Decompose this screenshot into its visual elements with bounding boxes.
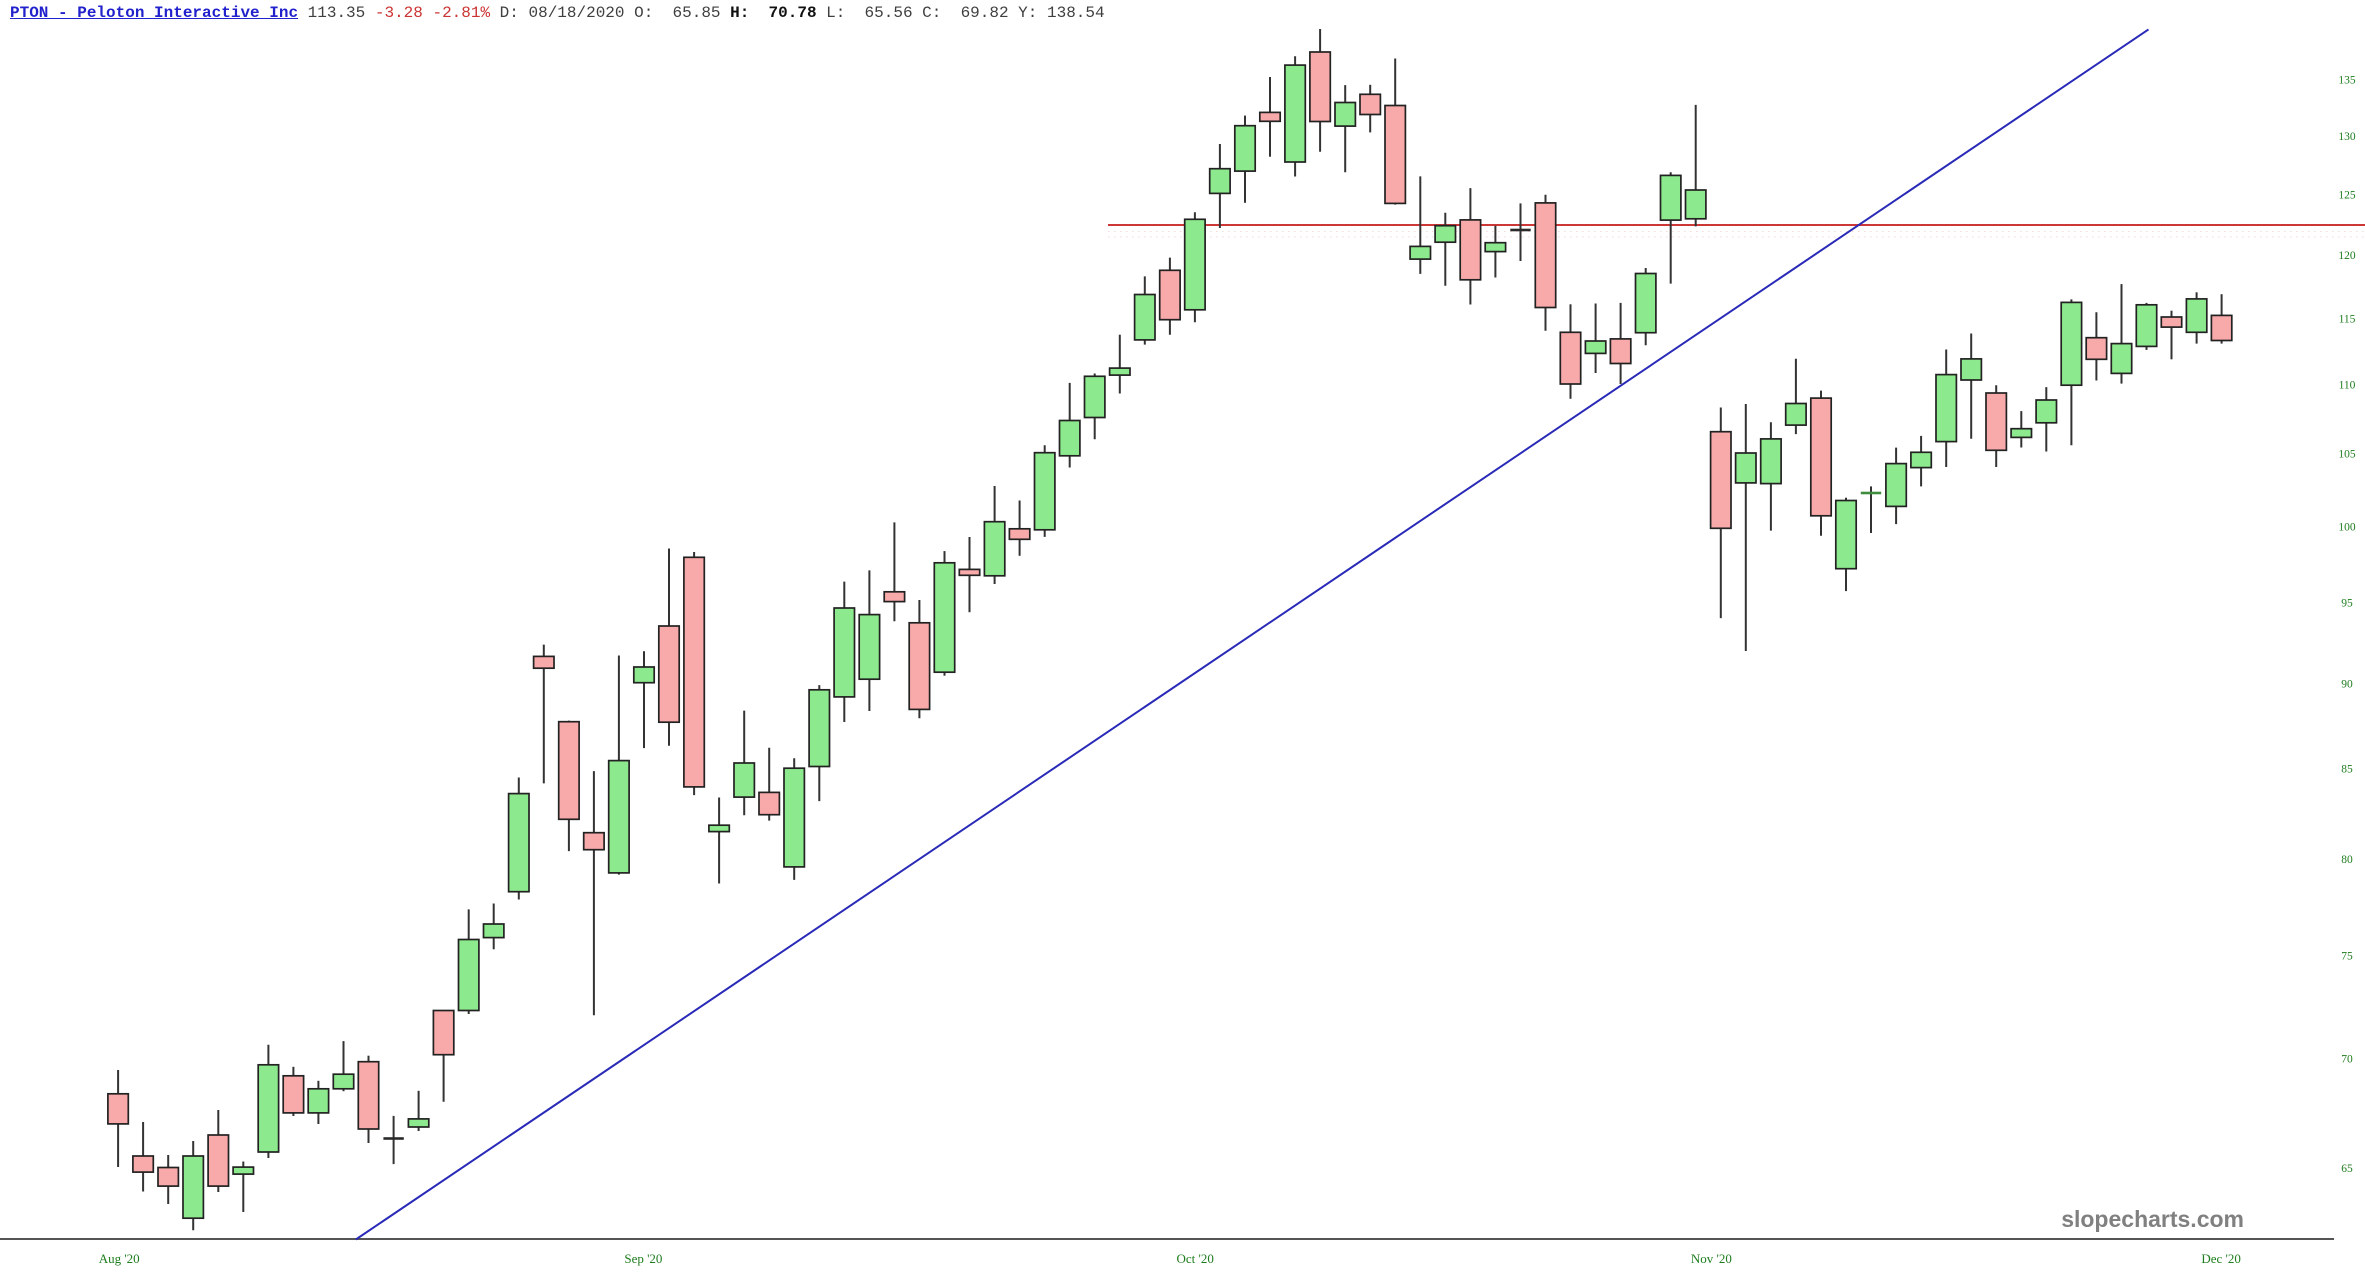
svg-text:125: 125: [2338, 189, 2356, 201]
svg-text:80: 80: [2341, 854, 2353, 866]
svg-text:Nov '20: Nov '20: [1691, 1251, 1732, 1266]
svg-text:130: 130: [2338, 131, 2356, 143]
svg-text:95: 95: [2341, 598, 2353, 610]
svg-text:Dec '20: Dec '20: [2201, 1251, 2241, 1266]
svg-text:100: 100: [2338, 521, 2356, 533]
svg-text:Sep '20: Sep '20: [624, 1251, 662, 1266]
svg-text:105: 105: [2338, 449, 2356, 461]
svg-text:65: 65: [2341, 1163, 2353, 1175]
svg-text:115: 115: [2339, 313, 2356, 325]
svg-text:120: 120: [2338, 250, 2356, 262]
svg-text:75: 75: [2341, 951, 2353, 963]
svg-text:70: 70: [2341, 1053, 2353, 1065]
svg-text:135: 135: [2338, 75, 2356, 87]
svg-text:Oct '20: Oct '20: [1177, 1251, 1214, 1266]
svg-text:110: 110: [2339, 380, 2356, 392]
svg-text:90: 90: [2341, 678, 2353, 690]
svg-text:Aug '20: Aug '20: [99, 1251, 140, 1266]
svg-text:85: 85: [2341, 764, 2353, 776]
